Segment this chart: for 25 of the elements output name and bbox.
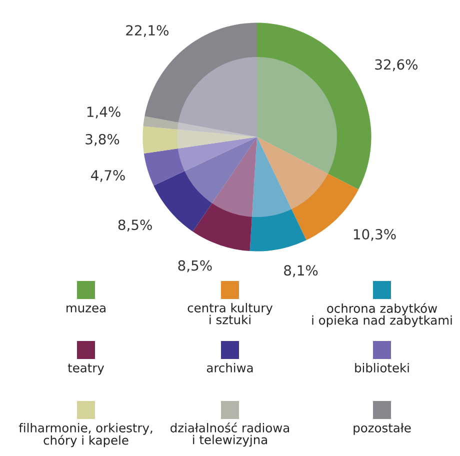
legend-label: archiwa (206, 363, 253, 372)
pie-slice (144, 137, 257, 186)
legend-label: centra kultury i sztuki (188, 303, 273, 324)
legend-label: filharmonie, orkiestry, chóry i kapele (18, 423, 152, 448)
pie-slice (154, 137, 257, 232)
data-label: 8,5% (178, 260, 212, 272)
pie-slice (250, 137, 306, 252)
data-label: 22,1% (126, 25, 168, 38)
data-label: 4,7% (91, 170, 125, 182)
legend-label: pozostałe (354, 423, 411, 435)
data-label: 3,8% (86, 134, 120, 146)
pie-slice (192, 137, 257, 252)
pie-slice (257, 22, 372, 190)
data-label: 10,3% (354, 229, 396, 241)
legend-label: teatry (68, 364, 104, 375)
pie-slice (143, 116, 257, 137)
legend-label: muzea (66, 305, 106, 312)
legend-label: biblioteki (355, 363, 409, 372)
data-label: 8,5% (118, 220, 152, 232)
data-label: 8,1% (284, 265, 318, 278)
pie-slice (142, 126, 257, 154)
data-label: 32,6% (375, 59, 418, 72)
legend-label: ochrona zabytków i opieka nad zabytkami (312, 303, 452, 328)
data-label: 1,4% (87, 106, 120, 118)
legend-label: działalność radiowa i telewizyjna (170, 422, 290, 447)
